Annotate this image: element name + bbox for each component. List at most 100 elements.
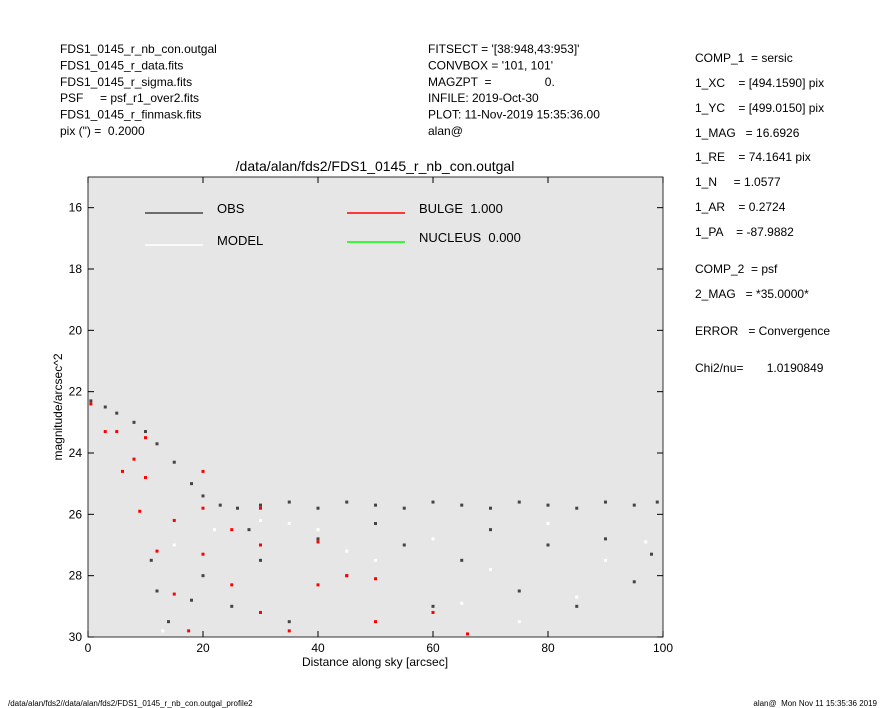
- point: [604, 537, 607, 541]
- point: [187, 629, 191, 633]
- point: [316, 537, 320, 541]
- y-tick-label: 20: [69, 323, 83, 337]
- legend-label: BULGE 1.000: [419, 201, 503, 216]
- point: [190, 482, 193, 486]
- point: [489, 506, 492, 510]
- info-right-line: 1_AR = 0.2724: [695, 200, 786, 214]
- info-center-line: alan@: [428, 124, 463, 138]
- footer-right: alan@ Mon Nov 11 15:35:36 2019: [753, 699, 877, 708]
- point: [374, 522, 377, 526]
- info-left-line: pix (") = 0.2000: [60, 124, 145, 138]
- point: [460, 558, 464, 562]
- point: [149, 558, 153, 562]
- info-left-line: FDS1_0145_r_finmask.fits: [60, 108, 201, 122]
- point: [201, 552, 205, 556]
- point: [172, 592, 176, 596]
- point: [402, 506, 406, 510]
- point: [247, 528, 251, 532]
- info-left-line: PSF = psf_r1_over2.fits: [60, 91, 199, 105]
- point: [167, 620, 170, 624]
- point: [201, 506, 205, 510]
- point: [230, 583, 234, 587]
- x-tick-label: 100: [653, 641, 673, 655]
- point: [466, 632, 469, 636]
- info-right-line: Chi2/nu= 1.0190849: [695, 361, 824, 375]
- x-tick-label: 60: [426, 641, 440, 655]
- info-right-line: 2_MAG = *35.0000*: [695, 287, 809, 301]
- info-right-line: 1_RE = 74.1641 pix: [695, 150, 811, 164]
- info-right-line: COMP_2 = psf: [695, 262, 778, 276]
- points: [89, 399, 659, 636]
- point: [431, 500, 435, 504]
- point: [172, 518, 176, 522]
- point: [655, 500, 659, 504]
- info-center-line: CONVBOX = '101, 101': [428, 58, 553, 72]
- point: [431, 610, 435, 614]
- point: [144, 430, 147, 434]
- point: [132, 457, 136, 461]
- point: [155, 549, 159, 553]
- info-left-line: FDS1_0145_r_sigma.fits: [60, 75, 192, 89]
- point: [402, 543, 406, 547]
- point: [575, 604, 579, 608]
- y-tick-label: 28: [69, 569, 83, 583]
- y-tick-label: 24: [69, 446, 83, 460]
- point: [546, 503, 550, 507]
- x-tick-label: 0: [85, 641, 92, 655]
- point: [345, 574, 349, 578]
- point: [172, 543, 176, 547]
- point: [287, 522, 291, 526]
- point: [172, 460, 176, 464]
- point: [236, 506, 239, 510]
- point: [103, 405, 107, 409]
- point: [632, 503, 636, 507]
- point: [345, 500, 349, 504]
- point: [460, 503, 464, 507]
- point: [259, 543, 262, 547]
- info-center-line: PLOT: 11-Nov-2019 15:35:36.00: [428, 108, 600, 122]
- point: [374, 558, 377, 562]
- point: [230, 528, 234, 532]
- point: [546, 522, 550, 526]
- y-tick-label: 30: [69, 630, 83, 644]
- point: [517, 500, 521, 504]
- legend-label: MODEL: [217, 233, 263, 248]
- point: [89, 399, 93, 403]
- point: [517, 589, 521, 593]
- legend-label: NUCLEUS 0.000: [419, 230, 521, 245]
- point: [460, 601, 464, 605]
- point: [115, 411, 119, 415]
- point: [190, 598, 193, 602]
- point: [132, 420, 136, 424]
- y-tick-label: 26: [69, 507, 83, 521]
- info-left-line: FDS1_0145_r_data.fits: [60, 58, 183, 72]
- info-right-line: 1_PA = -87.9882: [695, 225, 794, 239]
- info-left-line: FDS1_0145_r_nb_con.outgal: [60, 42, 217, 56]
- y-tick-label: 22: [69, 385, 83, 399]
- y-tick-label: 16: [69, 201, 83, 215]
- footer-left: /data/alan/fds2//data/alan/fds2/FDS1_014…: [8, 699, 253, 708]
- point: [374, 620, 377, 624]
- point: [575, 595, 579, 599]
- x-axis-label: Distance along sky [arcsec]: [302, 655, 448, 669]
- info-right-line: 1_MAG = 16.6926: [695, 126, 800, 140]
- point: [604, 558, 607, 562]
- point: [259, 506, 262, 510]
- point: [650, 552, 653, 556]
- plot-frame: [87, 176, 664, 638]
- point: [259, 610, 262, 614]
- point: [431, 537, 435, 541]
- point: [604, 500, 607, 504]
- point: [121, 469, 124, 473]
- plot-background: [88, 177, 663, 637]
- info-right-line: ERROR = Convergence: [695, 324, 830, 338]
- info-right-line: 1_N = 1.0577: [695, 175, 781, 189]
- point: [161, 629, 165, 633]
- point: [316, 506, 320, 510]
- y-axis-label: magnitude/arcsec^2: [51, 353, 65, 460]
- point: [316, 528, 320, 532]
- point: [316, 583, 320, 587]
- point: [517, 620, 521, 624]
- info-right-line: 1_YC = [499.0150] pix: [695, 101, 824, 115]
- info-center-line: MAGZPT = 0.: [428, 75, 555, 89]
